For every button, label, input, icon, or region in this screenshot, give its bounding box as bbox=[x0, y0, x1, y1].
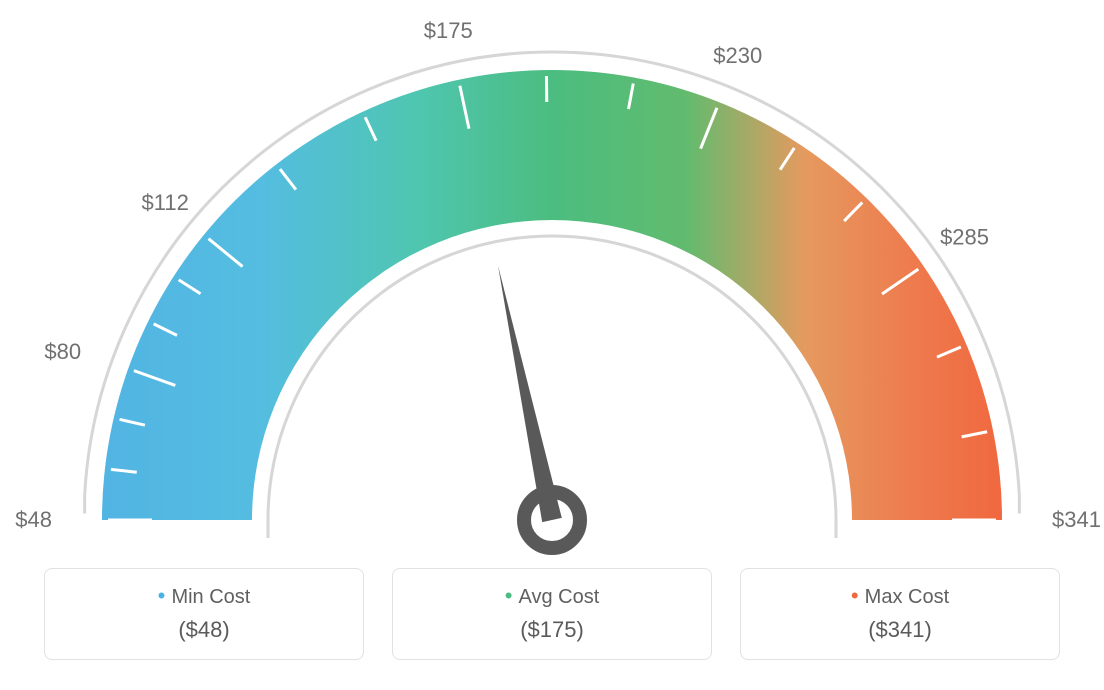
gauge-svg: $48 $80 $112 $175 $230 $285 $341 bbox=[0, 0, 1104, 570]
svg-text:$48: $48 bbox=[15, 507, 52, 532]
svg-text:$112: $112 bbox=[142, 190, 189, 215]
legend-card-min: Min Cost ($48) bbox=[44, 568, 364, 660]
legend-row: Min Cost ($48) Avg Cost ($175) Max Cost … bbox=[0, 568, 1104, 660]
legend-min-label: Min Cost bbox=[45, 583, 363, 609]
svg-text:$175: $175 bbox=[424, 18, 473, 43]
svg-text:$285: $285 bbox=[940, 224, 989, 249]
svg-text:$341: $341 bbox=[1052, 507, 1101, 532]
legend-card-max: Max Cost ($341) bbox=[740, 568, 1060, 660]
legend-card-avg: Avg Cost ($175) bbox=[392, 568, 712, 660]
svg-text:$80: $80 bbox=[44, 339, 81, 364]
cost-gauge: $48 $80 $112 $175 $230 $285 $341 bbox=[0, 0, 1104, 560]
legend-avg-label: Avg Cost bbox=[393, 583, 711, 609]
legend-avg-value: ($175) bbox=[393, 617, 711, 643]
legend-max-label: Max Cost bbox=[741, 583, 1059, 609]
legend-max-value: ($341) bbox=[741, 617, 1059, 643]
svg-text:$230: $230 bbox=[713, 43, 762, 68]
legend-min-value: ($48) bbox=[45, 617, 363, 643]
